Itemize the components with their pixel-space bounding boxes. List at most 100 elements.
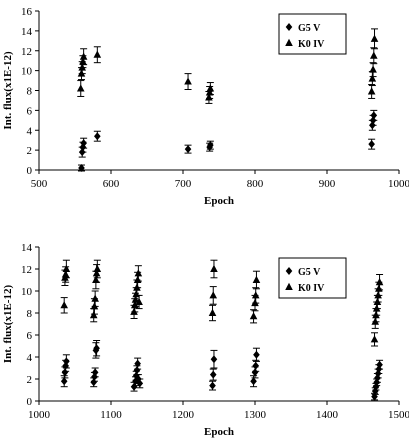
- data-point: [62, 264, 71, 272]
- data-point: [133, 366, 141, 375]
- data-point: [372, 304, 381, 312]
- data-point: [79, 57, 87, 65]
- data-point: [130, 307, 138, 315]
- x-tick-label: 700: [175, 178, 192, 190]
- legend-entry: G5 V: [298, 23, 321, 34]
- data-point: [136, 379, 144, 388]
- data-point: [373, 297, 382, 305]
- x-axis-label: Epoch: [204, 426, 234, 438]
- y-tick-label: 8: [27, 308, 33, 320]
- data-point: [376, 360, 383, 369]
- data-point: [132, 371, 140, 380]
- y-axis-label: Int. flux(x1E-12): [2, 285, 14, 364]
- data-point: [370, 51, 378, 59]
- data-point: [133, 275, 142, 283]
- data-point: [367, 87, 376, 95]
- data-point: [369, 65, 377, 73]
- data-point: [370, 111, 378, 120]
- data-point: [209, 370, 217, 379]
- data-point: [133, 283, 141, 291]
- data-point: [134, 269, 143, 277]
- y-tick-label: 0: [27, 396, 33, 408]
- legend-marker-triangle-icon: [285, 282, 293, 290]
- legend-box: [278, 257, 347, 299]
- data-point: [251, 368, 259, 377]
- data-point: [93, 50, 102, 58]
- x-tick-label: 800: [247, 178, 264, 190]
- legend-entry: G5 V: [298, 267, 321, 278]
- data-point: [91, 294, 99, 302]
- y-tick-label: 10: [21, 66, 33, 78]
- data-point: [77, 69, 86, 77]
- y-tick-label: 12: [21, 46, 32, 58]
- legend-entry: K0 IV: [298, 39, 325, 50]
- x-tick-label: 1000: [28, 409, 51, 421]
- y-tick-label: 10: [21, 286, 33, 298]
- x-tick-label: 900: [319, 178, 336, 190]
- data-point: [93, 344, 100, 353]
- data-point: [207, 141, 214, 150]
- data-point: [375, 284, 383, 292]
- data-point: [253, 350, 260, 359]
- data-point: [210, 355, 218, 364]
- data-point: [90, 378, 98, 387]
- legend-marker-triangle-icon: [285, 38, 293, 46]
- x-tick-label: 1000: [388, 178, 409, 190]
- data-point: [368, 74, 377, 82]
- data-point: [184, 77, 192, 85]
- data-point: [375, 278, 384, 286]
- data-point: [372, 311, 380, 319]
- x-tick-label: 500: [31, 178, 48, 190]
- data-point: [135, 297, 143, 305]
- legend: G5 V K0 IV: [278, 257, 347, 299]
- data-point: [208, 308, 217, 316]
- data-point: [209, 381, 216, 390]
- y-tick-label: 14: [21, 242, 33, 254]
- data-point: [90, 302, 99, 310]
- data-point: [371, 317, 380, 325]
- y-tick-label: 2: [27, 145, 33, 157]
- data-point: [184, 145, 192, 154]
- data-point: [249, 312, 258, 320]
- data-point: [92, 275, 100, 283]
- x-tick-label: 600: [103, 178, 120, 190]
- data-point: [92, 269, 101, 277]
- data-point: [132, 377, 139, 386]
- series-g5-v: [60, 340, 384, 401]
- data-point: [252, 361, 260, 370]
- data-point: [250, 377, 257, 386]
- y-tick-label: 12: [21, 264, 32, 276]
- data-point: [60, 377, 68, 386]
- data-point: [78, 164, 85, 173]
- x-tick-label: 1100: [100, 409, 122, 421]
- x-tick-label: 1300: [244, 409, 267, 421]
- data-point: [60, 301, 68, 309]
- data-point: [205, 88, 214, 96]
- data-point: [370, 34, 379, 42]
- data-point: [80, 139, 87, 148]
- data-point: [130, 382, 138, 391]
- legend-marker-diamond-icon: [285, 23, 293, 31]
- y-tick-label: 8: [27, 86, 33, 98]
- data-point: [251, 291, 260, 299]
- data-point: [134, 359, 141, 368]
- chart-1: 0 2 4 6 8 10 12 14 16 500 600 700 800 900 1000 Epoch Int…: [2, 6, 409, 207]
- data-point: [206, 84, 215, 92]
- x-tick-label: 1200: [172, 409, 195, 421]
- legend: G5 V K0 IV: [278, 13, 347, 55]
- data-point: [371, 387, 379, 396]
- y-axis-label: Int. flux(x1E-12): [2, 51, 14, 130]
- data-point: [374, 291, 382, 299]
- y-tick-label: 0: [27, 165, 33, 177]
- data-point: [370, 335, 379, 343]
- y-tick-label: 16: [21, 6, 33, 18]
- data-point: [93, 264, 102, 272]
- y-tick-label: 4: [27, 352, 33, 364]
- data-point: [209, 291, 218, 299]
- legend-box: [278, 13, 347, 55]
- x-tick-label: 1500: [388, 409, 409, 421]
- data-point: [78, 63, 86, 71]
- chart-2: 0 2 4 6 8 10 12 14 1000 1100 1200 1300 1400 1500 Epoch…: [2, 242, 409, 438]
- data-point: [63, 357, 70, 366]
